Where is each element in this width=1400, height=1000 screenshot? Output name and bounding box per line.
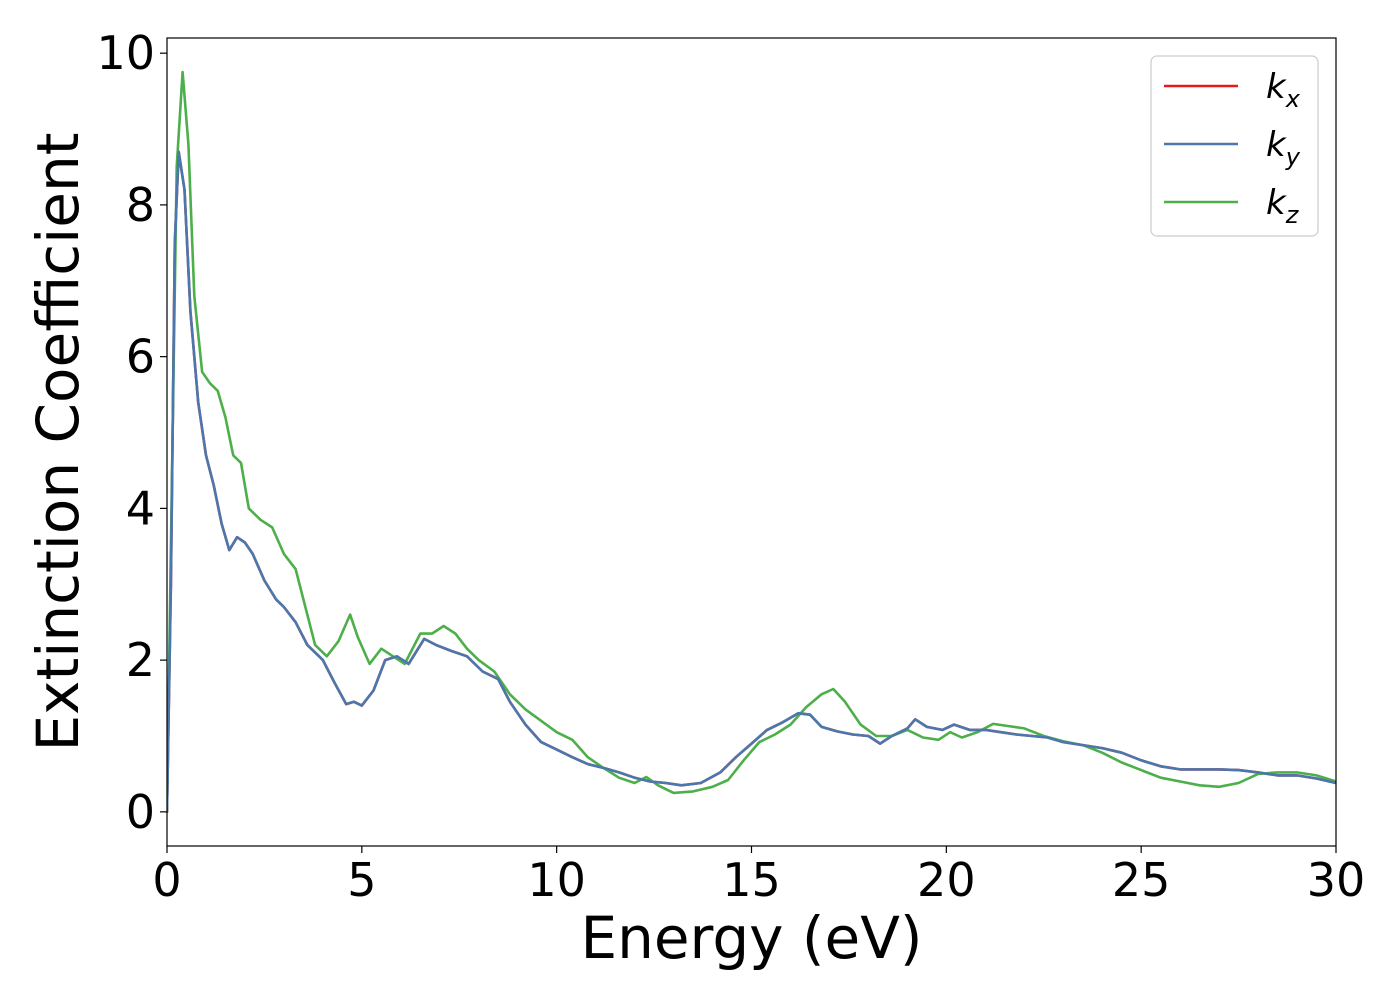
series-layer xyxy=(167,70,1336,814)
x-axis-label: Energy (eV) xyxy=(580,904,922,972)
x-tick-label: 30 xyxy=(1307,853,1366,907)
legend-label-z: kz xyxy=(1266,183,1300,229)
y-tick-label: 6 xyxy=(126,330,155,384)
x-tick-label: 25 xyxy=(1112,853,1171,907)
y-axis-ticks: 0 2 4 6 8 10 xyxy=(96,26,167,839)
y-tick-label: 8 xyxy=(126,178,155,232)
x-tick-label: 0 xyxy=(152,853,181,907)
legend-label-x: kx xyxy=(1266,67,1301,113)
y-tick-label: 0 xyxy=(126,785,155,839)
x-tick-label: 5 xyxy=(347,853,376,907)
legend: kx ky kz xyxy=(1150,55,1319,237)
y-tick-label: 4 xyxy=(126,481,155,535)
series-line-y xyxy=(167,150,1336,814)
y-axis-label: Extinction Coefficient xyxy=(24,133,92,752)
x-tick-label: 20 xyxy=(917,853,976,907)
y-tick-label: 10 xyxy=(96,26,155,80)
x-tick-label: 15 xyxy=(722,853,781,907)
y-tick-label: 2 xyxy=(126,633,155,687)
legend-box xyxy=(1150,55,1319,237)
x-axis-ticks: 0 5 10 15 20 25 30 xyxy=(152,846,1365,907)
x-tick-label: 10 xyxy=(527,853,586,907)
legend-label-y: ky xyxy=(1266,125,1301,171)
